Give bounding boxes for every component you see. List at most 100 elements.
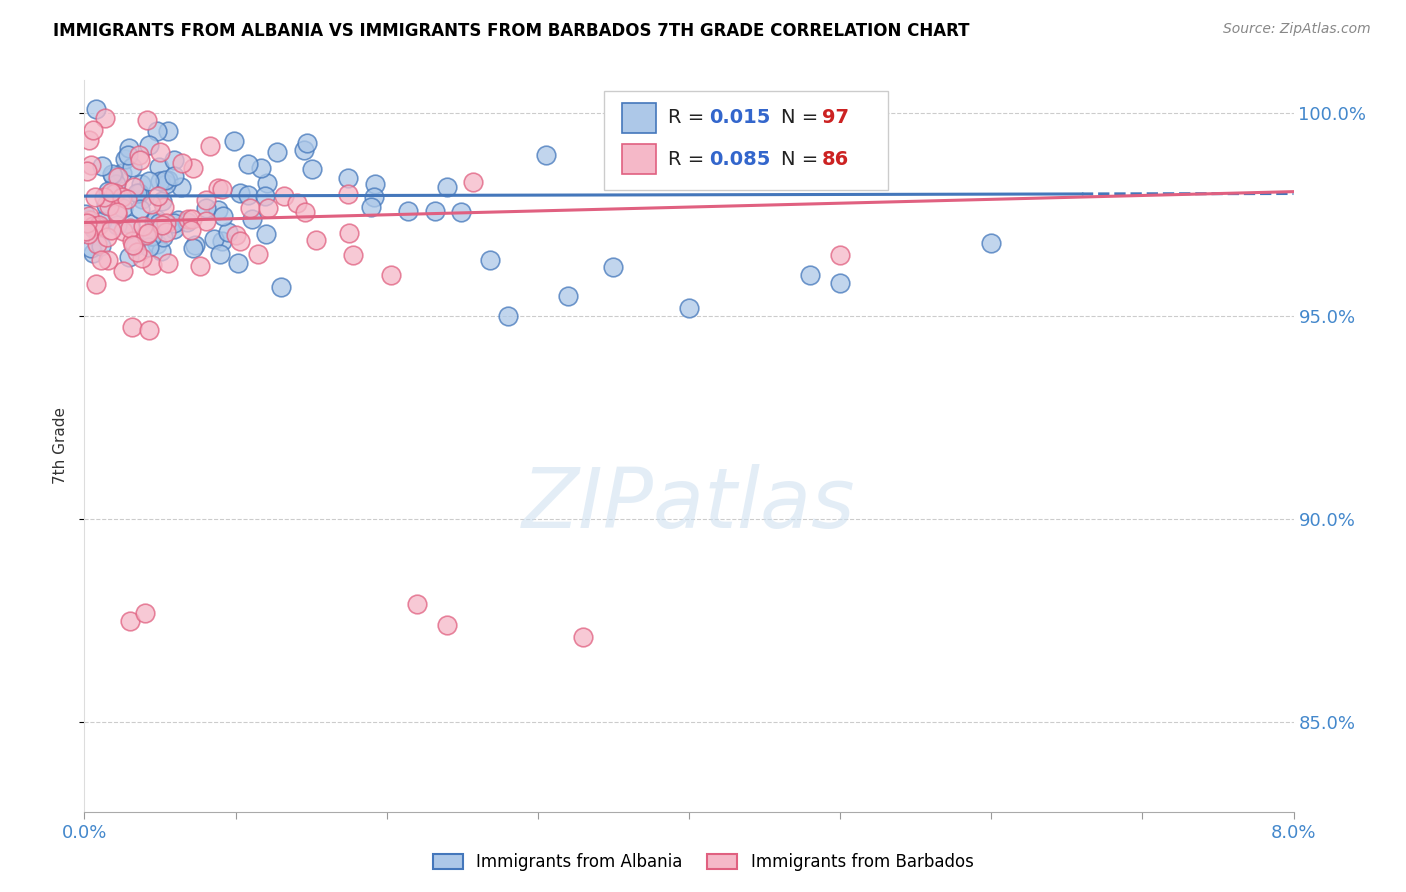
Point	[89, 218, 111, 232]
Point	[337, 226, 360, 240]
Point	[121, 235, 143, 249]
Point	[534, 148, 557, 162]
Point	[103, 169, 125, 184]
Text: R =: R =	[668, 150, 711, 169]
Point	[176, 214, 198, 228]
Point	[79, 212, 101, 227]
Point	[96, 230, 118, 244]
Point	[111, 190, 134, 204]
Point	[148, 161, 170, 175]
Point	[141, 229, 163, 244]
Point	[105, 177, 128, 191]
Point	[143, 214, 166, 228]
Point	[461, 175, 484, 189]
Point	[380, 268, 402, 282]
Point	[436, 180, 458, 194]
Point	[239, 201, 262, 215]
Point	[256, 176, 278, 190]
Point	[105, 218, 128, 232]
Point	[557, 288, 579, 302]
Point	[141, 258, 163, 272]
Point	[292, 143, 315, 157]
Point	[253, 189, 276, 203]
Point	[134, 606, 156, 620]
Point	[125, 186, 148, 200]
Point	[82, 245, 104, 260]
Point	[155, 225, 177, 239]
Point	[118, 217, 141, 231]
Point	[678, 301, 700, 315]
Point	[104, 186, 127, 200]
Point	[100, 185, 122, 199]
Point	[181, 241, 204, 255]
Point	[236, 188, 259, 202]
Point	[229, 235, 252, 249]
Point	[121, 160, 143, 174]
Point	[138, 138, 160, 153]
Point	[145, 212, 167, 227]
Text: 97: 97	[823, 109, 849, 128]
Point	[207, 202, 229, 217]
Point	[84, 190, 107, 204]
Point	[200, 138, 222, 153]
Point	[111, 264, 134, 278]
Point	[118, 141, 141, 155]
Point	[167, 212, 190, 227]
Point	[107, 204, 129, 219]
Point	[236, 156, 259, 170]
Point	[84, 102, 107, 116]
Point	[79, 133, 101, 147]
Point	[86, 277, 108, 291]
Text: N =: N =	[780, 109, 824, 128]
Point	[157, 173, 180, 187]
Point	[125, 244, 148, 259]
Point	[135, 228, 157, 243]
Point	[799, 268, 821, 283]
Point	[157, 256, 180, 270]
Point	[91, 159, 114, 173]
Point	[75, 224, 97, 238]
Point	[124, 238, 146, 252]
Point	[765, 136, 787, 151]
Point	[89, 253, 111, 268]
Point	[128, 153, 150, 167]
Point	[247, 246, 270, 260]
Point	[229, 186, 252, 200]
Point	[111, 165, 134, 179]
Point	[163, 169, 186, 184]
Point	[342, 248, 364, 262]
Point	[301, 162, 323, 177]
FancyBboxPatch shape	[605, 91, 889, 190]
Point	[129, 202, 152, 217]
Point	[363, 190, 385, 204]
Point	[76, 216, 98, 230]
Point	[425, 204, 447, 219]
Point	[146, 189, 169, 203]
Point	[111, 224, 134, 238]
Point	[305, 233, 328, 247]
Text: 86: 86	[823, 150, 849, 169]
Point	[128, 148, 150, 162]
Point	[150, 219, 173, 233]
Point	[360, 200, 382, 214]
Point	[163, 216, 186, 230]
Point	[450, 204, 472, 219]
Point	[139, 197, 162, 211]
Point	[96, 198, 118, 212]
Point	[82, 122, 104, 136]
Point	[79, 158, 101, 172]
Point	[152, 230, 174, 244]
Point	[217, 225, 239, 239]
Point	[195, 193, 218, 207]
Point	[146, 124, 169, 138]
Point	[396, 203, 419, 218]
Point	[77, 209, 100, 223]
Point	[97, 253, 120, 268]
Point	[337, 186, 360, 201]
FancyBboxPatch shape	[623, 144, 657, 175]
Point	[135, 113, 157, 128]
Point	[80, 241, 103, 255]
Point	[496, 309, 519, 323]
Point	[266, 145, 288, 160]
Point	[153, 201, 176, 215]
